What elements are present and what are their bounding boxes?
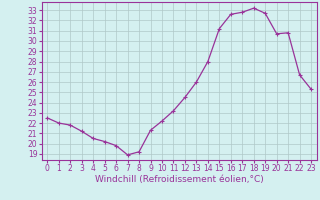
X-axis label: Windchill (Refroidissement éolien,°C): Windchill (Refroidissement éolien,°C) [95, 175, 264, 184]
